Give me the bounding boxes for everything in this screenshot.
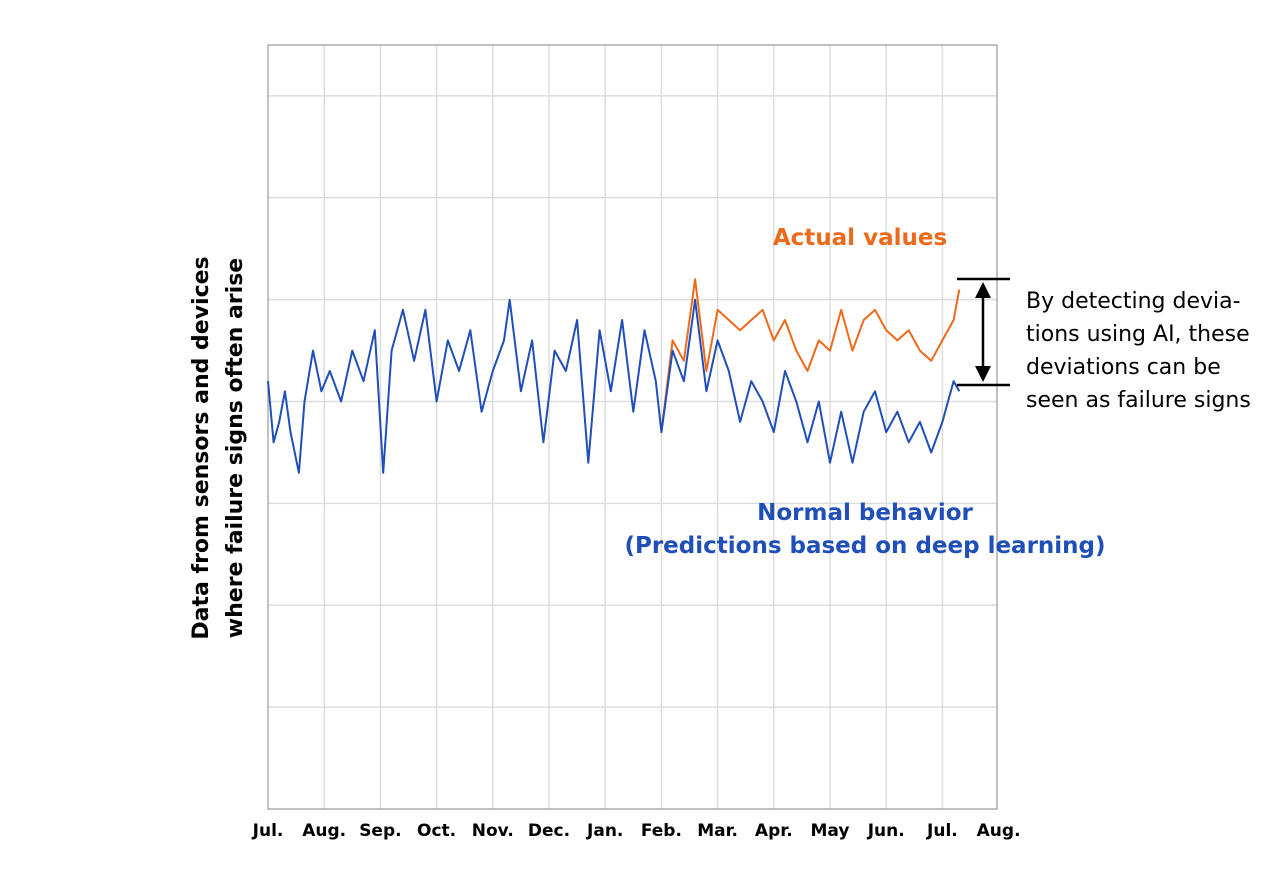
normal-behavior-series xyxy=(267,298,961,474)
gridlines xyxy=(268,45,997,809)
normal-behavior-sublabel: (Predictions based on deep learning) xyxy=(624,533,1105,559)
normal-behavior-label: Normal behavior xyxy=(757,500,973,526)
y-axis-label-line1: Data from sensors and devices xyxy=(189,256,214,639)
x-tick-label: Apr. xyxy=(755,821,793,841)
y-axis-label-line2: where failure signs often arise xyxy=(223,258,248,638)
side-note-line2: tions using AI, these xyxy=(1026,322,1250,347)
x-tick-label: Jul. xyxy=(926,821,958,841)
x-tick-label: Feb. xyxy=(641,821,682,841)
x-tick-label: Jan. xyxy=(586,821,623,841)
x-tick-label: Jul. xyxy=(252,821,284,841)
actual-values-label: Actual values xyxy=(773,225,947,251)
actual-values-series xyxy=(660,278,961,433)
x-tick-label: Sep. xyxy=(359,821,401,841)
x-tick-label: Aug. xyxy=(977,821,1021,841)
deviation-arrow-down-head xyxy=(975,366,991,382)
x-axis-ticks: Jul. Aug. Sep. Oct. Nov. Dec. Jan. Feb. Mar. Apr.… xyxy=(252,821,1021,841)
x-tick-label: Mar. xyxy=(697,821,738,841)
x-tick-label: Oct. xyxy=(417,821,456,841)
x-tick-label: Aug. xyxy=(302,821,346,841)
plot-frame xyxy=(267,44,998,810)
x-tick-label: May xyxy=(811,821,850,841)
x-tick-label: Nov. xyxy=(472,821,514,841)
deviation-arrow-up-head xyxy=(975,282,991,298)
side-note-line3: deviations can be xyxy=(1026,355,1221,380)
x-tick-label: Dec. xyxy=(528,821,570,841)
x-tick-label: Jun. xyxy=(867,821,905,841)
side-note-line4: seen as failure signs xyxy=(1026,388,1251,413)
side-note-line1: By detecting devia- xyxy=(1026,289,1241,314)
